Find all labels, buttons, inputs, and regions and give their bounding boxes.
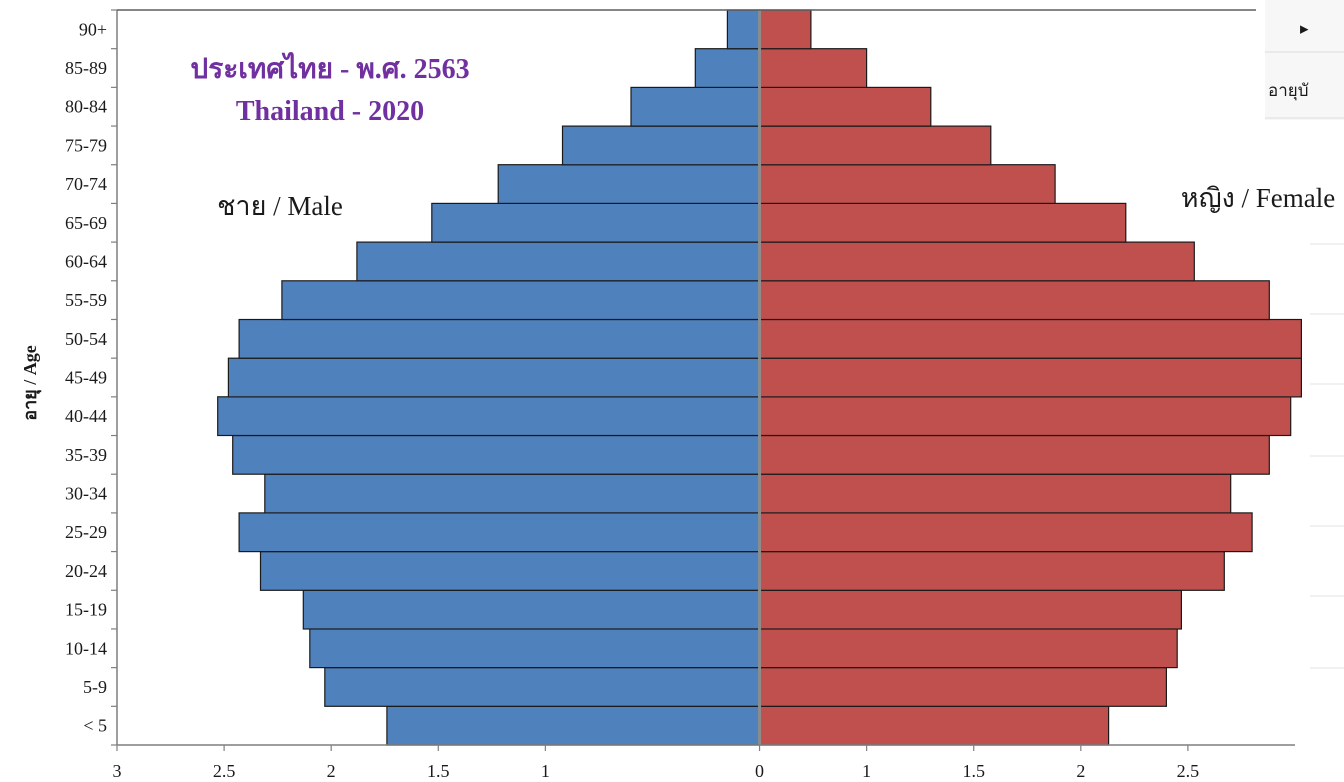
x-tick-label: 2.5	[1177, 761, 1200, 781]
male-bar	[694, 48, 761, 89]
male-bar	[259, 550, 761, 591]
male-series-label: ชาย / Male	[217, 191, 343, 221]
x-tick-label: 0	[755, 761, 764, 781]
x-tick-label: 1.5	[427, 761, 450, 781]
male-bar	[238, 318, 761, 359]
y-axis-title: อายุ / Age	[20, 345, 42, 420]
female-bar	[758, 512, 1253, 553]
side-panel: ▸ อายุบั	[1265, 0, 1344, 669]
male-bar	[561, 125, 761, 166]
y-tick-label: 15-19	[65, 600, 107, 620]
male-bar	[217, 396, 761, 437]
male-bar	[630, 86, 761, 127]
side-panel-row-label: อายุบั	[1268, 81, 1309, 101]
y-tick-label: 35-39	[65, 445, 107, 465]
y-tick-label: 80-84	[65, 97, 107, 117]
y-tick-label: 30-34	[65, 484, 107, 504]
male-bar	[431, 202, 761, 243]
female-bar	[758, 589, 1182, 630]
y-tick-label: 25-29	[65, 522, 107, 542]
female-bar	[758, 164, 1056, 204]
male-bar	[232, 434, 761, 475]
y-tick-label: 60-64	[65, 251, 107, 271]
male-bar	[281, 280, 761, 321]
y-tick-label: 75-79	[65, 135, 107, 155]
male-bar	[238, 512, 761, 553]
triangle-right-icon[interactable]: ▸	[1300, 19, 1309, 38]
y-tick-label: 70-74	[65, 174, 107, 194]
y-tick-label: 20-24	[65, 561, 107, 581]
x-tick-label: 1.5	[962, 761, 985, 781]
chart-subtitle: Thailand - 2020	[236, 96, 424, 127]
female-bar	[758, 434, 1270, 475]
y-tick-label: 5-9	[83, 677, 107, 697]
x-tick-label: 1	[862, 761, 871, 781]
female-bar	[758, 357, 1303, 398]
female-bar	[758, 666, 1167, 707]
male-bar	[324, 666, 761, 707]
female-bar	[758, 241, 1195, 282]
male-bar	[726, 9, 761, 50]
y-tick-label: 90+	[79, 19, 107, 39]
female-bar	[758, 318, 1303, 359]
plot-area: < 5 5-9 10-14 15-19 20-24 25-29 30-34 35-39 40-4…	[65, 9, 1303, 781]
male-bar	[264, 473, 761, 514]
chart-title: ประเทศไทย - พ.ศ. 2563	[190, 52, 469, 85]
x-tick-label: 3	[113, 761, 122, 781]
y-tick-label: 55-59	[65, 290, 107, 310]
male-bar	[227, 357, 761, 398]
male-bar	[309, 628, 761, 669]
female-series-label: หญิง / Female	[1181, 183, 1335, 213]
male-bar	[356, 241, 761, 282]
y-tick-label: 65-69	[65, 213, 107, 233]
female-bar	[758, 550, 1225, 591]
side-panel-background	[1265, 0, 1344, 120]
y-tick-label: < 5	[83, 716, 107, 736]
y-tick-label: 85-89	[65, 58, 107, 78]
y-tick-label: 10-14	[65, 638, 107, 658]
female-bar	[758, 396, 1292, 437]
female-bar	[758, 48, 868, 89]
x-tick-label: 2	[327, 761, 336, 781]
female-bar	[758, 473, 1232, 514]
female-bar	[758, 125, 992, 166]
female-bar	[758, 9, 812, 50]
x-tick-label: 2.5	[213, 761, 236, 781]
y-tick-label: 40-44	[65, 406, 107, 426]
female-bar	[758, 86, 932, 127]
male-bar	[386, 705, 761, 746]
x-tick-label: 1	[541, 761, 550, 781]
y-tick-label: 50-54	[65, 329, 107, 349]
male-bar	[302, 589, 761, 630]
female-bar	[758, 628, 1178, 669]
female-bar	[758, 705, 1110, 746]
y-tick-label: 45-49	[65, 368, 107, 388]
female-bar	[758, 202, 1127, 243]
male-bar	[497, 164, 761, 204]
x-tick-label: 2	[1076, 761, 1085, 781]
female-bar	[758, 280, 1270, 321]
